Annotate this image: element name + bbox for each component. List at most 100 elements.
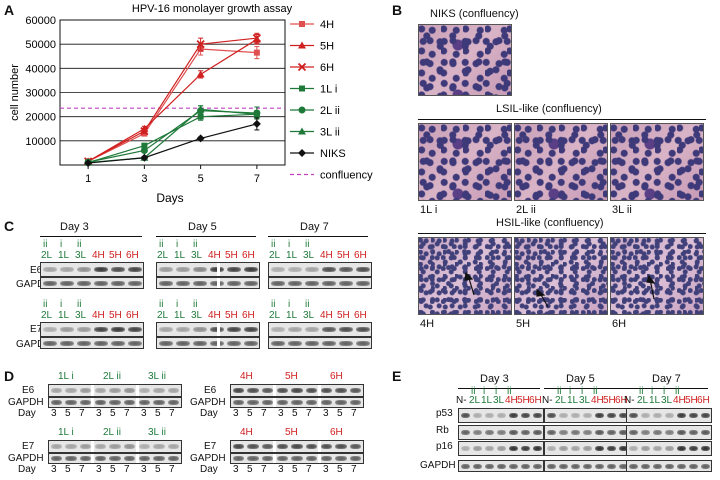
legend-label: 2L ii bbox=[320, 105, 340, 117]
blot-band bbox=[700, 430, 710, 435]
blot-band bbox=[652, 413, 662, 418]
blot-band bbox=[175, 267, 190, 272]
blot-band bbox=[532, 446, 542, 451]
blot-band bbox=[209, 267, 224, 272]
blot-band bbox=[175, 340, 190, 346]
chart-grid bbox=[59, 19, 286, 166]
blot-band bbox=[276, 456, 289, 461]
e-divider bbox=[626, 388, 708, 389]
lsil-divider bbox=[418, 119, 706, 120]
d-day-tick: 5 bbox=[65, 408, 71, 419]
blot-separator bbox=[273, 454, 276, 463]
c-blot-gapdh bbox=[268, 337, 372, 349]
blot-separator bbox=[318, 441, 321, 452]
blot-separator bbox=[136, 385, 139, 396]
series-4h bbox=[85, 42, 260, 165]
c-lane-subclone: i bbox=[288, 299, 291, 310]
blot-band bbox=[158, 340, 173, 346]
blot-band bbox=[484, 463, 494, 469]
d-row-label: GAPDH bbox=[190, 397, 226, 408]
d-day-tick: 5 bbox=[337, 408, 343, 419]
data-point bbox=[252, 33, 262, 43]
c-lane-label: 5H bbox=[225, 250, 238, 261]
c-lane-label: 1L bbox=[58, 250, 70, 261]
blot-band bbox=[59, 327, 74, 332]
blot-band bbox=[270, 267, 285, 272]
blot-band bbox=[305, 456, 318, 461]
blot-band bbox=[496, 413, 506, 418]
blot-band bbox=[94, 444, 107, 449]
e-lane-subclone: ii bbox=[593, 386, 598, 397]
blot-band bbox=[355, 340, 370, 346]
blot-band bbox=[110, 327, 125, 332]
series-line bbox=[87, 113, 257, 164]
blot-band bbox=[138, 388, 151, 393]
blot-band bbox=[291, 400, 303, 405]
d-day-tick: 7 bbox=[351, 408, 357, 419]
blot-band bbox=[606, 446, 616, 451]
blot-separator bbox=[217, 338, 220, 348]
e-blot-gapdh bbox=[544, 460, 630, 472]
blot-band bbox=[287, 267, 302, 272]
d-blot-gapdh bbox=[230, 397, 364, 408]
e-blot-gapdh bbox=[626, 460, 712, 472]
c-blot-e6 bbox=[156, 262, 260, 277]
e-lane-subclone: i bbox=[651, 386, 654, 397]
d-group-label: 5H bbox=[285, 371, 298, 382]
blot-band bbox=[484, 430, 494, 435]
blot-band bbox=[247, 456, 259, 461]
c-lane-label: 1L bbox=[286, 250, 298, 261]
blot-band bbox=[508, 463, 518, 469]
d-blot-e6 bbox=[48, 384, 182, 397]
c-day-header-2: Day 5 bbox=[188, 221, 217, 233]
blot-band bbox=[261, 456, 274, 461]
blot-separator bbox=[273, 398, 276, 407]
d-group-label: 1L i bbox=[58, 427, 74, 438]
e-lane-label: 6H bbox=[697, 395, 710, 406]
blot-band bbox=[338, 327, 353, 332]
lsil-title: LSIL-like (confluency) bbox=[496, 103, 602, 115]
c-day-header-1: Day 3 bbox=[60, 221, 89, 233]
blot-band bbox=[349, 400, 362, 405]
c-lane-label: 5H bbox=[109, 250, 122, 261]
blot-separator bbox=[217, 263, 220, 276]
blot-band bbox=[305, 444, 318, 449]
blot-band bbox=[558, 446, 568, 451]
e-lane-subclone: ii bbox=[675, 386, 680, 397]
legend-marker bbox=[299, 21, 305, 27]
chart-series bbox=[60, 32, 285, 168]
blot-band bbox=[209, 327, 224, 332]
blot-band bbox=[243, 267, 258, 272]
x-tick-label: 7 bbox=[254, 173, 260, 185]
blot-band bbox=[558, 413, 568, 418]
c-lane-label: 2L bbox=[269, 250, 281, 261]
chart-ylabel: cell number bbox=[9, 64, 21, 121]
d-day-tick: 5 bbox=[110, 408, 116, 419]
c-blot-e6 bbox=[268, 262, 372, 277]
blot-band bbox=[582, 430, 592, 435]
blot-band bbox=[688, 430, 698, 435]
blot-band bbox=[546, 413, 556, 418]
blot-band bbox=[94, 400, 107, 405]
blot-band bbox=[247, 444, 259, 449]
blot-band bbox=[158, 267, 173, 272]
e-lane-label: 3L bbox=[493, 395, 505, 406]
x-tick-label: 1 bbox=[85, 173, 91, 185]
blot-separator bbox=[318, 398, 321, 407]
d-group-label: 6H bbox=[330, 371, 343, 382]
blot-band bbox=[664, 413, 674, 418]
blot-band bbox=[640, 430, 650, 435]
legend-entry: NIKS bbox=[290, 148, 346, 160]
e-lane-label: 4H bbox=[505, 395, 518, 406]
blot-band bbox=[158, 327, 173, 332]
e-lane-label-n: N- bbox=[542, 395, 553, 406]
lsil-micrograph-1 bbox=[418, 123, 512, 201]
blot-band bbox=[582, 463, 592, 469]
blot-separator bbox=[91, 441, 94, 452]
c-blot-gapdh bbox=[156, 337, 260, 349]
e-lane-label: 2L bbox=[637, 395, 649, 406]
e-lane-label: 3L bbox=[579, 395, 591, 406]
d-day-tick: 3 bbox=[51, 464, 57, 475]
c-lane-label: 1L bbox=[174, 250, 186, 261]
blot-band bbox=[520, 463, 530, 469]
